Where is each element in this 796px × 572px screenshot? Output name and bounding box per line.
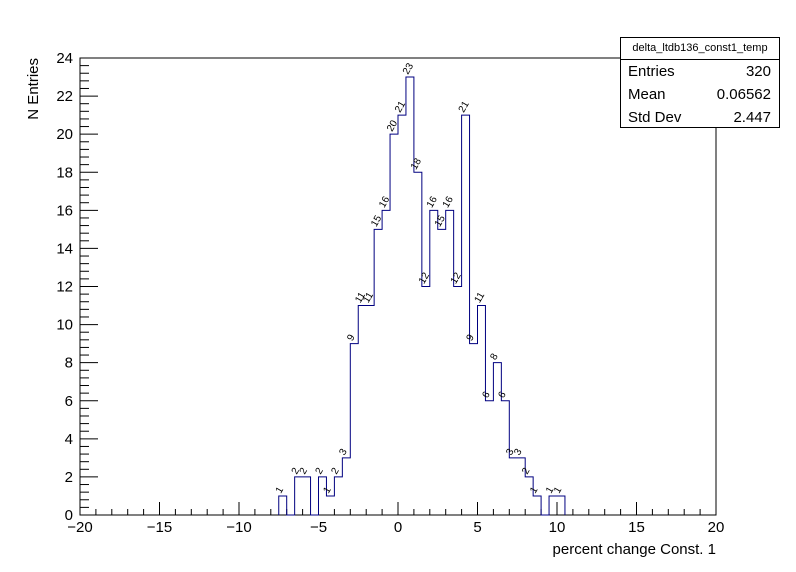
x-tick-label: −15: [147, 519, 172, 536]
bin-value-label: 23: [401, 61, 416, 77]
y-tick-label: 8: [65, 355, 73, 372]
bin-value-label: 2: [298, 466, 311, 477]
stats-title: delta_ltdb136_const1_temp: [621, 38, 779, 60]
bin-value-label: 1: [274, 485, 287, 496]
x-tick-label: −20: [67, 519, 92, 536]
bin-value-label: 2: [520, 466, 533, 477]
y-tick-label: 2: [65, 469, 73, 486]
bin-value-label: 1: [321, 485, 334, 496]
bin-value-label: 8: [488, 351, 501, 362]
y-tick-label: 14: [56, 240, 73, 257]
x-tick-label: 10: [549, 519, 566, 536]
stats-row-entries: Entries 320: [621, 60, 779, 83]
bin-value-label: 2: [329, 466, 342, 477]
y-tick-label: 0: [65, 507, 73, 524]
bin-value-label: 15: [433, 213, 448, 229]
y-tick-label: 4: [65, 431, 73, 448]
stats-value-entries: 320: [745, 63, 771, 80]
bin-value-label: 16: [425, 194, 440, 210]
stats-label-entries: Entries: [628, 63, 675, 80]
y-tick-label: 16: [56, 202, 73, 219]
bin-value-label: 9: [465, 332, 478, 343]
stats-value-stddev: 2.447: [733, 109, 771, 126]
bin-value-label: 21: [457, 99, 472, 115]
stats-row-mean: Mean 0.06562: [621, 83, 779, 106]
bin-value-label: 11: [473, 290, 488, 305]
y-tick-label: 20: [56, 126, 73, 143]
stats-label-stddev: Std Dev: [628, 109, 682, 126]
bin-value-label: 1: [544, 485, 557, 496]
x-tick-label: −5: [310, 519, 327, 536]
y-axis-title: N Entries: [25, 58, 42, 120]
y-tick-label: 18: [56, 164, 73, 181]
bin-value-label: 16: [441, 194, 456, 210]
y-tick-label: 6: [65, 393, 73, 410]
stats-label-mean: Mean: [628, 86, 666, 103]
bin-value-label: 16: [377, 194, 392, 210]
bin-value-label: 21: [393, 99, 408, 115]
y-tick-label: 24: [56, 50, 73, 67]
bin-value-label: 3: [504, 447, 517, 458]
bin-value-label: 3: [512, 447, 525, 458]
x-tick-label: 15: [628, 519, 645, 536]
bin-value-label: 2: [314, 466, 327, 477]
bin-value-label: 18: [409, 156, 424, 172]
histogram-outline: [278, 76, 566, 516]
stats-row-stddev: Std Dev 2.447: [621, 106, 779, 129]
bin-value-label: 6: [480, 390, 493, 401]
x-tick-label: 20: [708, 519, 725, 536]
bin-value-label: 1: [552, 485, 565, 496]
bin-value-label: 1: [528, 485, 541, 496]
bin-value-label: 2: [290, 466, 303, 477]
bin-value-label: 15: [369, 213, 384, 229]
y-tick-label: 12: [56, 279, 73, 296]
y-tick-label: 22: [56, 88, 73, 105]
bin-value-label: 20: [385, 118, 400, 134]
stats-box: delta_ltdb136_const1_temp Entries 320 Me…: [620, 37, 780, 128]
bin-value-label: 12: [449, 270, 464, 286]
x-axis-title: percent change Const. 1: [553, 541, 716, 558]
x-tick-label: 5: [473, 519, 481, 536]
y-tick-label: 10: [56, 317, 73, 334]
stats-value-mean: 0.06562: [716, 86, 771, 103]
bin-value-label: 6: [496, 390, 509, 401]
x-tick-label: −10: [226, 519, 251, 536]
bin-value-label: 9: [345, 332, 358, 343]
bin-value-label: 3: [337, 447, 350, 458]
x-tick-label: 0: [394, 519, 402, 536]
bin-value-label: 12: [417, 270, 432, 286]
